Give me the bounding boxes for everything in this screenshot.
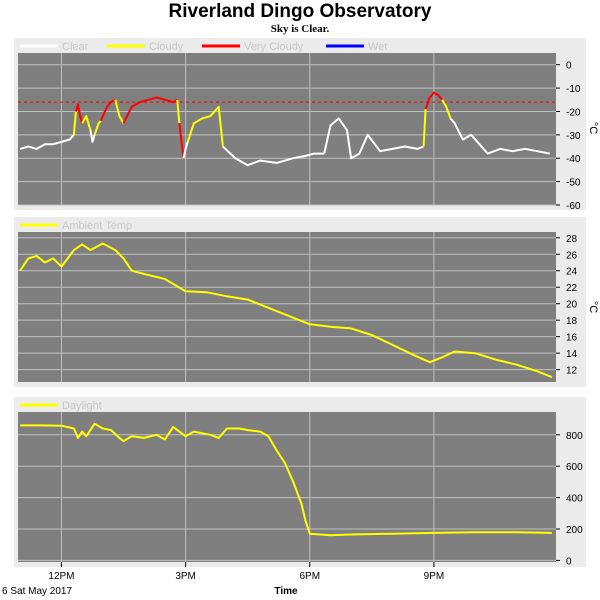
- legend-label-daylight: Daylight: [62, 400, 102, 412]
- cloud-panel: 0 -10 -20 -30 -40 -50 -60 Clear Cloudy Very Cl…: [14, 38, 599, 212]
- legend-item-wet: Wet: [326, 41, 387, 53]
- page-title: Riverland Dingo Observatory: [168, 1, 432, 22]
- y-tick-label: 16: [566, 333, 578, 344]
- legend-item-clear: Clear: [20, 41, 89, 53]
- y-tick-label: 800: [566, 431, 583, 442]
- sky-status: Sky is Clear.: [270, 23, 330, 35]
- cloud-plot-area: [18, 53, 556, 205]
- y-tick-label: -40: [566, 154, 581, 165]
- y-tick-label: -60: [566, 201, 581, 212]
- legend-item-cloudy: Cloudy: [107, 41, 184, 53]
- cloud-segment-very_cloudy: [424, 91, 443, 110]
- cloud-segment-cloudy: [422, 109, 427, 147]
- cloud-segment-cloudy: [72, 111, 77, 135]
- cloud-segment-clear: [19, 134, 75, 150]
- daylight-panel: 0 200 400 600 800 Daylight: [14, 397, 586, 567]
- legend-label-wet: Wet: [368, 41, 387, 53]
- ambient-panel: 12 14 16 18 20 22 24 26 28 Ambient Temp °C: [14, 217, 599, 387]
- y-tick-label: -10: [566, 84, 581, 95]
- y-tick-label: -30: [566, 131, 581, 142]
- y-tick-label: 12: [566, 366, 578, 377]
- legend-label-ambient: Ambient Temp: [62, 220, 132, 232]
- ambient-series: [19, 242, 553, 379]
- cloud-series: [19, 91, 550, 167]
- cloud-segment-clear: [323, 117, 424, 160]
- ambient-plot-area: [18, 232, 556, 382]
- cloud-segment-clear: [449, 117, 550, 155]
- cloud-segment-clear: [89, 130, 96, 143]
- legend-label-clear: Clear: [62, 41, 89, 53]
- y-tick-label: -20: [566, 107, 581, 118]
- ambient-y-ticks: 12 14 16 18 20 22 24 26 28: [556, 234, 578, 377]
- x-axis-label: Time: [274, 586, 298, 597]
- cloud-segment-cloudy: [176, 99, 181, 124]
- y-tick-label: 400: [566, 494, 583, 505]
- daylight-y-ticks: 0 200 400 600 800: [556, 431, 583, 567]
- daylight-plot-area: [18, 412, 556, 562]
- cloud-segment-very_cloudy: [122, 96, 178, 124]
- ambient-unit-label: °C: [587, 301, 599, 313]
- cloud-segment-clear: [182, 141, 189, 159]
- y-tick-label: 200: [566, 525, 583, 536]
- cloud-segment-cloudy: [93, 120, 102, 136]
- daylight-series: [20, 422, 552, 537]
- y-tick-label: 0: [566, 61, 572, 72]
- cloud-grid: [18, 53, 556, 206]
- y-tick-label: 20: [566, 300, 578, 311]
- cloud-segment-cloudy: [186, 105, 224, 147]
- cloud-segment-cloudy: [441, 99, 452, 119]
- legend-label-cloudy: Cloudy: [149, 41, 184, 53]
- cloud-segment-clear: [222, 145, 325, 167]
- y-tick-label: -50: [566, 178, 581, 189]
- ambient-legend: Ambient Temp: [20, 220, 132, 232]
- date-label: 6 Sat May 2017: [2, 586, 72, 597]
- cloud-segment-cloudy: [114, 99, 125, 124]
- y-tick-label: 600: [566, 462, 583, 473]
- cloud-segment-cloudy: [81, 115, 92, 131]
- y-tick-label: 26: [566, 250, 578, 261]
- x-tick-label: 12PM: [48, 571, 74, 582]
- cloud-segment-very_cloudy: [99, 98, 116, 122]
- daylight-legend: Daylight: [20, 400, 102, 412]
- cloud-legend: Clear Cloudy Very Cloudy Wet: [20, 41, 387, 53]
- cloud-y-ticks: 0 -10 -20 -30 -40 -50 -60: [556, 61, 581, 212]
- y-tick-label: 14: [566, 349, 578, 360]
- y-tick-label: 22: [566, 283, 578, 294]
- y-tick-label: 24: [566, 267, 578, 278]
- x-axis-ticks: 12PM 3PM 6PM 9PM: [48, 562, 444, 582]
- daylight-line: [20, 422, 552, 537]
- x-tick-label: 3PM: [175, 571, 196, 582]
- cloud-segment-very_cloudy: [74, 103, 84, 124]
- ambient-line: [19, 242, 553, 379]
- x-tick-label: 9PM: [424, 571, 445, 582]
- y-tick-label: 28: [566, 234, 578, 245]
- y-tick-label: 18: [566, 316, 578, 327]
- y-tick-label: 0: [566, 556, 572, 567]
- cloud-unit-label: °C: [587, 122, 599, 134]
- cloud-segment-very_cloudy: [178, 123, 185, 159]
- x-tick-label: 6PM: [299, 571, 320, 582]
- legend-item-very-cloudy: Very Cloudy: [202, 41, 304, 53]
- legend-label-very-cloudy: Very Cloudy: [244, 41, 304, 53]
